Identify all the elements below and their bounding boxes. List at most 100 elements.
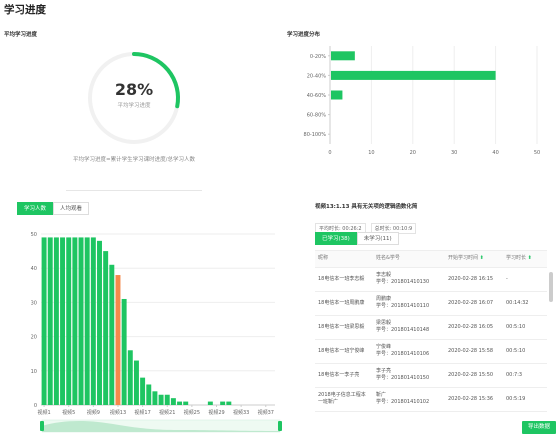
row-duration: 00:5:10 (503, 339, 547, 364)
y-tick-label: 50 (31, 232, 37, 238)
learner-bar (133, 360, 139, 405)
row-start: 2020-02-28 16:15 (445, 267, 503, 292)
table-header-row: 昵称 姓名&学号 开始学习时间 ⬍ 学习时长 ⬍ (315, 251, 547, 268)
col-name-id: 姓名&学号 (373, 251, 445, 268)
x-tick-label: 视频21 (159, 409, 175, 416)
table-row[interactable]: 18电信本一李子亮 李子亮 学号：201801410150 2020-02-28 15… (315, 363, 547, 388)
row-name-id: 李志毅 学号：201801410130 (373, 267, 445, 292)
x-tick-label: 视频25 (184, 409, 200, 416)
row-name-id: 周鹏康 学号：201801410110 (373, 291, 445, 316)
learner-bar (127, 350, 133, 405)
row-nick: 18电信本一班周鹏康 (315, 291, 373, 316)
learners-tabs: 学习人数 人均观看 (17, 202, 90, 215)
learner-bar (121, 298, 127, 405)
distribution-bar (331, 90, 343, 100)
detail-title: 视频13:1.13 具有无关项的逻辑函数化简 (315, 204, 418, 210)
tab-studied[interactable]: 已学习(38) (315, 232, 357, 245)
y-tick-label: 20 (31, 335, 37, 341)
avg-progress-donut (88, 52, 180, 144)
page-title: 学习进度 (4, 4, 46, 16)
row-name-id: 靳广 学号：201801410102 (373, 387, 445, 412)
x-tick-label: 视频29 (208, 409, 224, 416)
zoom-preview-area (42, 421, 280, 432)
y-tick-label: 30 (31, 300, 37, 306)
y-tick-label: 40-60% (307, 93, 327, 99)
learner-bar (115, 275, 121, 405)
x-tick-label: 视频1 (37, 409, 50, 416)
y-tick-label: 0-20% (310, 54, 326, 60)
avg-progress-label: 平均学习进度 (117, 103, 151, 109)
row-nick: 18电信本一班梁思毅 (315, 315, 373, 340)
learner-bar (47, 237, 53, 405)
distribution-bar (331, 51, 355, 61)
row-start: 2020-02-28 16:07 (445, 291, 503, 316)
x-tick-label: 视频33 (233, 409, 249, 416)
y-tick-label: 40 (31, 266, 37, 272)
table-row[interactable]: 18电信本一班周鹏康 周鹏康 学号：201801410110 2020-02-28 1… (315, 291, 547, 316)
x-tick-label: 0 (328, 150, 331, 156)
learner-bar (170, 398, 176, 405)
divider (66, 190, 202, 191)
avg-progress-footnote: 平均学习进度=累计学生学习课时进度/总学习人数 (73, 157, 195, 163)
learner-bar (72, 237, 78, 405)
table-row[interactable]: 18电信本一班宁俊峰 宁俊峰 学号：201801410106 2020-02-28 1… (315, 339, 547, 364)
detail-table: 昵称 姓名&学号 开始学习时间 ⬍ 学习时长 ⬍ 18电信本一班李志毅 李志毅 学号… (315, 250, 547, 416)
y-tick-label: 0 (34, 403, 37, 409)
learner-bar (84, 237, 90, 405)
learner-bar (66, 237, 72, 405)
table-row[interactable]: 18电信本一班李志毅 李志毅 学号：201801410130 2020-02-28 1… (315, 267, 547, 292)
learner-bar (152, 391, 158, 405)
learner-bar (158, 394, 164, 405)
learner-bar (183, 401, 189, 405)
tab-learners[interactable]: 学习人数 (17, 202, 54, 215)
row-nick: 18电信本一班李志毅 (315, 267, 373, 292)
zoom-right-handle[interactable] (278, 421, 282, 431)
row-duration: 00:5:10 (503, 315, 547, 340)
learner-bar (177, 401, 183, 405)
x-tick-label: 视频13 (110, 409, 126, 416)
learner-bar (97, 240, 102, 405)
x-tick-label: 20 (410, 150, 416, 156)
x-tick-label: 30 (451, 150, 457, 156)
zoom-left-handle[interactable] (40, 421, 44, 431)
table-row[interactable]: 2018电子信息工程本一班靳广 靳广 学号：201801410102 2020-02-… (315, 387, 547, 412)
zoom-slider[interactable] (38, 418, 284, 434)
avg-progress-arc (132, 52, 180, 109)
learner-bar (41, 237, 47, 405)
learner-bar (140, 377, 146, 405)
export-button[interactable]: 导出数据 (522, 421, 557, 434)
distribution-heading: 学习进度分布 (287, 32, 321, 38)
learner-bar (207, 401, 213, 405)
x-tick-label: 10 (368, 150, 374, 156)
tab-not-studied[interactable]: 未学习(11) (356, 232, 399, 245)
col-duration[interactable]: 学习时长 ⬍ (503, 251, 547, 268)
row-start: 2020-02-28 15:36 (445, 387, 503, 412)
learner-bar (220, 401, 226, 405)
row-name-id: 李子亮 学号：201801410150 (373, 363, 445, 388)
x-tick-label: 视频37 (258, 409, 274, 416)
row-start: 2020-02-28 15:50 (445, 363, 503, 388)
learner-bar (146, 384, 152, 405)
learners-chart: 0 10 20 30 40 50 视频1 视频5 视频9 视频13 视频17 视频21 视频25 视频29… (31, 232, 275, 416)
row-duration: 00:5:19 (503, 387, 547, 412)
x-tick-label: 视频5 (62, 409, 75, 416)
detail-tabs: 已学习(38) 未学习(11) (315, 232, 399, 245)
y-tick-label: 80-100% (304, 132, 327, 138)
row-start: 2020-02-28 16:05 (445, 315, 503, 340)
col-start[interactable]: 开始学习时间 ⬍ (445, 251, 503, 268)
row-name-id: 宁俊峰 学号：201801410106 (373, 339, 445, 364)
x-tick-label: 50 (534, 150, 540, 156)
row-nick: 2018电子信息工程本一班靳广 (315, 387, 373, 412)
learner-bar (53, 237, 59, 405)
y-tick-label: 10 (31, 369, 37, 375)
y-tick-label: 60-80% (307, 113, 327, 119)
x-tick-label: 40 (492, 150, 498, 156)
learner-bar (164, 394, 170, 405)
table-row[interactable]: 18电信本一班梁思毅 梁思毅 学号：201801410148 2020-02-28 1… (315, 315, 547, 340)
table-scrollbar[interactable] (549, 272, 553, 302)
row-nick: 18电信本一班宁俊峰 (315, 339, 373, 364)
row-duration: 00:7:3 (503, 363, 547, 388)
tab-avg-views[interactable]: 人均观看 (53, 202, 90, 215)
avg-progress-value: 28% (114, 80, 154, 99)
row-name-id: 梁思毅 学号：201801410148 (373, 315, 445, 340)
